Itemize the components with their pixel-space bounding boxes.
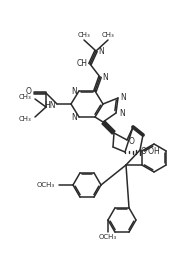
Text: OCH₃: OCH₃ xyxy=(37,182,55,188)
Text: CH: CH xyxy=(77,60,88,68)
Text: N: N xyxy=(71,86,77,95)
Text: HN: HN xyxy=(44,100,56,110)
Text: OCH₃: OCH₃ xyxy=(99,234,117,240)
Text: 'OH: 'OH xyxy=(146,147,160,156)
Text: O: O xyxy=(141,147,147,156)
Text: N: N xyxy=(102,73,108,81)
Text: CH₃: CH₃ xyxy=(18,94,31,100)
Text: N: N xyxy=(119,110,125,118)
Text: O: O xyxy=(25,87,31,97)
Text: CH₃: CH₃ xyxy=(102,32,114,38)
Text: N: N xyxy=(71,113,77,121)
Text: CH₃: CH₃ xyxy=(18,116,31,122)
Text: N: N xyxy=(98,46,104,55)
Text: CH₃: CH₃ xyxy=(78,32,90,38)
Text: O: O xyxy=(129,137,135,145)
Text: N: N xyxy=(120,92,126,102)
